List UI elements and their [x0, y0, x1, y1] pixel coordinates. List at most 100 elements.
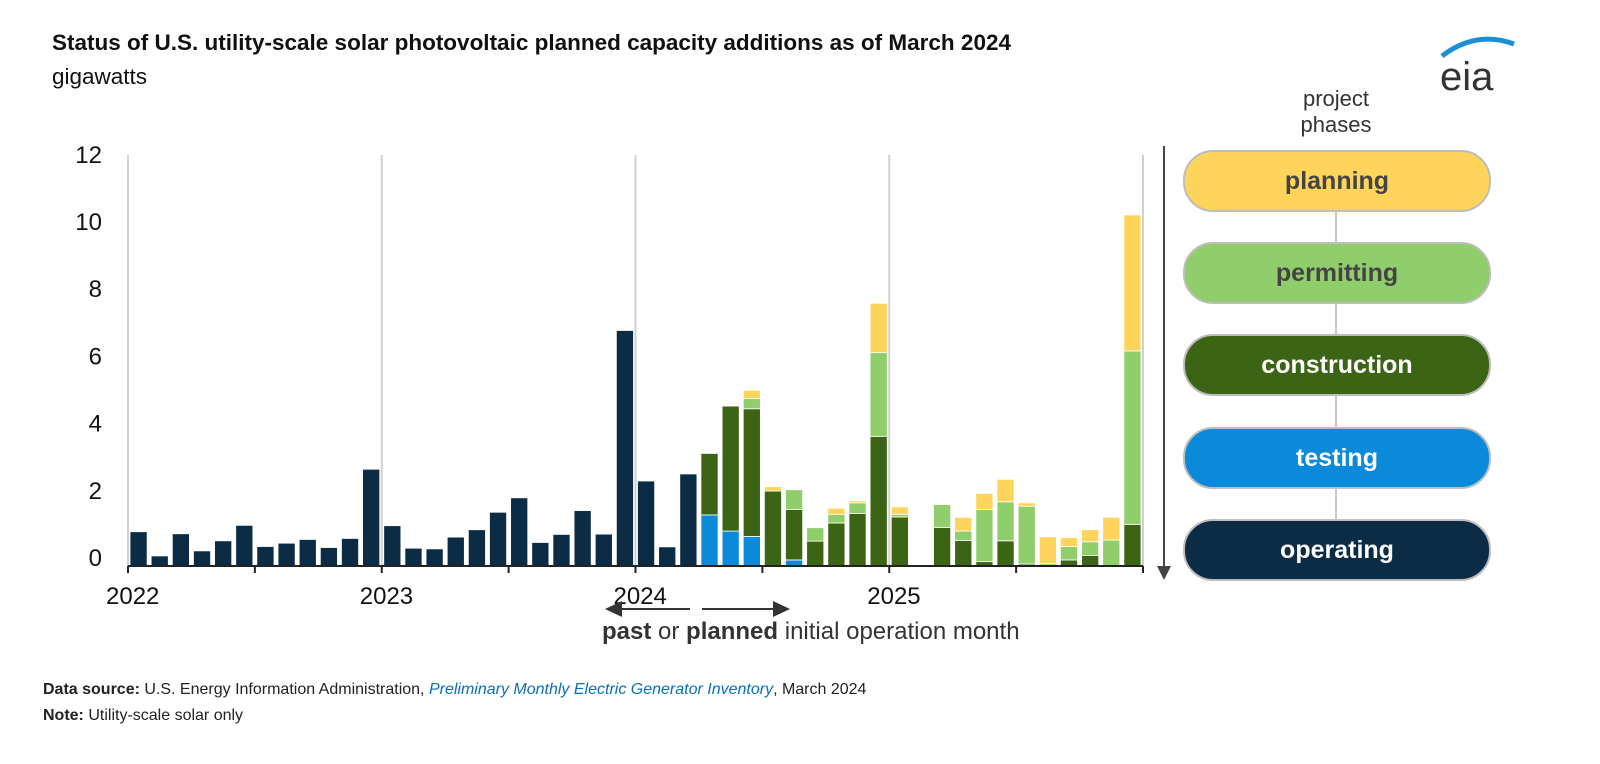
y-tick-label: 12	[75, 142, 102, 169]
source-label: Data source:	[43, 681, 140, 698]
phase-direction-arrow-icon	[1157, 566, 1171, 580]
logo-text: eia	[1440, 55, 1494, 94]
bar-permitting-2025-07	[1017, 505, 1036, 565]
bar-operating-2022-01	[129, 531, 148, 567]
bar-planning-2024-10	[827, 507, 846, 515]
bar-permitting-2025-12	[1123, 350, 1142, 525]
bar-operating-2022-08	[277, 542, 296, 567]
x-tick-label: 2023	[360, 583, 413, 610]
bar-operating-2023-04	[446, 536, 465, 567]
bar-operating-2023-08	[531, 542, 550, 567]
note-label: Note:	[43, 707, 84, 724]
bar-operating-2022-03	[171, 533, 190, 567]
bar-permitting-2025-09	[1060, 546, 1078, 561]
bar-permitting-2024-11	[848, 502, 867, 514]
y-tick-label: 0	[89, 545, 102, 572]
bar-permitting-2024-09	[806, 527, 825, 542]
bar-permitting-2025-11	[1102, 539, 1121, 567]
bar-operating-2024-03	[679, 473, 698, 567]
bar-planning-2025-01	[890, 506, 909, 515]
bar-operating-2022-10	[319, 547, 338, 567]
bar-permitting-2024-12	[869, 352, 888, 437]
bar-construction-2024-08	[785, 509, 804, 561]
bar-testing-2024-06	[742, 536, 761, 567]
bar-planning-2025-04	[954, 516, 973, 532]
bar-testing-2024-04	[700, 514, 719, 567]
caption-planned: planned	[686, 618, 779, 645]
bar-construction-2025-03	[933, 526, 952, 567]
bar-construction-2024-04	[700, 453, 719, 516]
x-tick-label: 2024	[614, 583, 667, 610]
bar-operating-2023-10	[573, 510, 592, 567]
bar-testing-2024-05	[721, 530, 740, 567]
bar-permitting-2025-10	[1081, 541, 1100, 556]
bar-operating-2022-11	[341, 538, 360, 567]
bar-planning-2024-12	[869, 302, 888, 354]
bar-construction-2024-06	[742, 408, 761, 537]
y-tick-label: 2	[89, 478, 102, 505]
footer-source: Data source: U.S. Energy Information Adm…	[43, 681, 866, 699]
planned-arrow-icon	[773, 601, 790, 617]
bar-permitting-2024-06	[742, 397, 761, 410]
bar-construction-2025-04	[954, 540, 973, 567]
y-tick-label: 8	[89, 276, 102, 303]
bar-construction-2024-09	[806, 540, 825, 567]
bar-planning-2024-06	[742, 389, 761, 399]
bar-planning-2025-09	[1060, 537, 1078, 547]
bar-operating-2022-04	[193, 550, 211, 567]
chart-title: Status of U.S. utility-scale solar photo…	[52, 30, 1011, 55]
bar-construction-2024-05	[721, 405, 740, 532]
legend-item-permitting: permitting	[1183, 242, 1491, 304]
y-tick-label: 10	[75, 209, 102, 236]
x-axis-caption: past or planned initial operation month	[602, 618, 1020, 646]
bar-operating-2022-05	[214, 540, 233, 567]
bar-operating-2023-06	[489, 511, 508, 567]
caption-past: past	[602, 618, 652, 645]
source-text: U.S. Energy Information Administration,	[139, 681, 429, 698]
y-tick-label: 6	[89, 343, 102, 370]
bar-permitting-2024-08	[785, 489, 804, 510]
bar-operating-2022-06	[235, 524, 254, 567]
legend-heading-line1: project	[1302, 86, 1370, 111]
bar-planning-2025-08	[1038, 536, 1057, 565]
bar-operating-2022-09	[298, 539, 317, 567]
source-suffix: , March 2024	[773, 681, 867, 698]
bar-planning-2025-11	[1102, 516, 1121, 541]
bar-construction-2024-07	[763, 490, 782, 567]
legend-item-planning: planning	[1183, 150, 1491, 212]
bar-construction-2024-10	[827, 522, 846, 567]
bar-operating-2022-02	[150, 555, 169, 567]
bar-permitting-2024-10	[827, 513, 846, 524]
bar-operating-2022-12	[362, 468, 381, 567]
caption-rest: initial operation month	[778, 618, 1020, 645]
bar-planning-2025-12	[1123, 214, 1142, 352]
bar-planning-2025-07	[1017, 502, 1036, 507]
bar-construction-2025-10	[1081, 555, 1100, 567]
bar-operating-2024-01	[637, 480, 656, 567]
x-tick-label: 2025	[867, 583, 920, 610]
source-link[interactable]: Preliminary Monthly Electric Generator I…	[428, 681, 774, 698]
legend-heading: project phases	[1236, 86, 1436, 138]
bar-construction-2025-06	[996, 540, 1015, 567]
logo-arc-icon	[1440, 36, 1515, 59]
bar-planning-2025-05	[975, 493, 994, 510]
bar-operating-2023-11	[594, 533, 613, 567]
bar-construction-2024-11	[848, 513, 867, 567]
bar-permitting-2025-05	[975, 509, 994, 563]
bar-operating-2023-02	[404, 547, 423, 567]
legend-item-operating: operating	[1183, 519, 1491, 581]
eia-logo: eia	[1436, 30, 1516, 99]
legend-item-construction: construction	[1183, 334, 1491, 396]
bar-planning-2025-10	[1081, 529, 1100, 543]
bar-permitting-2025-01	[890, 513, 909, 518]
bar-construction-2024-12	[869, 435, 888, 567]
bar-operating-2023-01	[383, 525, 402, 567]
bar-planning-2024-07	[763, 486, 782, 492]
bar-operating-2024-02	[658, 546, 677, 567]
bar-construction-2025-01	[890, 516, 909, 567]
bar-permitting-2025-03	[933, 504, 952, 528]
y-tick-label: 4	[89, 411, 102, 438]
bar-operating-2023-09	[552, 534, 571, 567]
